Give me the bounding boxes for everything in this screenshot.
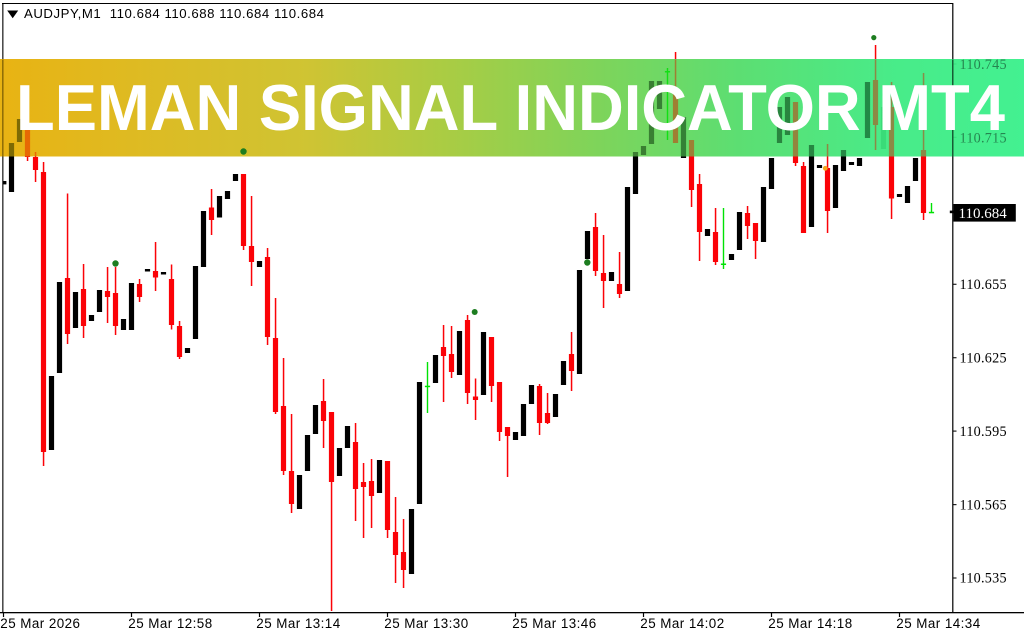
- svg-text:110.715: 110.715: [960, 130, 1007, 146]
- svg-text:25 Mar 13:46: 25 Mar 13:46: [512, 616, 596, 631]
- svg-text:LEMAN SIGNAL INDICATOR MT4: LEMAN SIGNAL INDICATOR MT4: [16, 71, 1005, 144]
- svg-text:25 Mar 14:34: 25 Mar 14:34: [896, 616, 980, 631]
- svg-text:AUDJPY,M1 110.684 110.688 110: AUDJPY,M1 110.684 110.688 110.684 110.68…: [24, 6, 325, 21]
- svg-text:25 Mar 14:02: 25 Mar 14:02: [640, 616, 724, 631]
- svg-text:25 Mar 13:30: 25 Mar 13:30: [384, 616, 468, 631]
- svg-text:110.745: 110.745: [960, 57, 1007, 73]
- svg-text:25 Mar 13:14: 25 Mar 13:14: [256, 616, 340, 631]
- svg-text:110.655: 110.655: [960, 277, 1007, 293]
- svg-text:110.684: 110.684: [959, 206, 1008, 222]
- svg-text:25 Mar 12:58: 25 Mar 12:58: [128, 616, 212, 631]
- svg-text:25 Mar 2026: 25 Mar 2026: [0, 616, 80, 631]
- svg-text:110.565: 110.565: [960, 497, 1007, 513]
- svg-text:110.595: 110.595: [960, 424, 1007, 440]
- svg-text:110.625: 110.625: [960, 350, 1007, 366]
- svg-text:25 Mar 14:18: 25 Mar 14:18: [768, 616, 852, 631]
- svg-text:110.535: 110.535: [960, 571, 1007, 587]
